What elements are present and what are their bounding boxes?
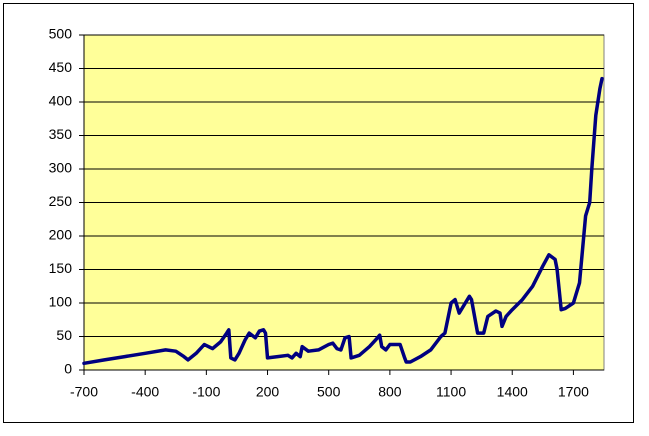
y-tick-label: 200 [49,227,73,243]
x-tick-label: -400 [131,384,159,400]
y-tick-label: 150 [49,260,73,276]
y-tick-label: 100 [49,294,73,310]
y-tick-label: 50 [56,327,72,343]
x-tick-label: -700 [70,384,98,400]
x-tick-label: 1400 [497,384,528,400]
y-tick-label: 400 [49,93,73,109]
x-tick-label: 1100 [436,384,466,400]
x-tick-label: -100 [192,384,220,400]
y-tick-label: 350 [49,126,73,142]
x-tick-label: 500 [317,384,341,400]
x-tick-label: 800 [378,384,402,400]
data-line [82,76,604,366]
y-tick-label: 250 [49,193,73,209]
y-tick-label: 450 [49,59,73,75]
x-tick-label: 1700 [558,384,589,400]
y-tick-label: 500 [49,26,73,42]
y-tick-label: 0 [64,361,72,377]
x-tick-label: 200 [256,384,280,400]
y-tick-label: 300 [49,160,73,176]
